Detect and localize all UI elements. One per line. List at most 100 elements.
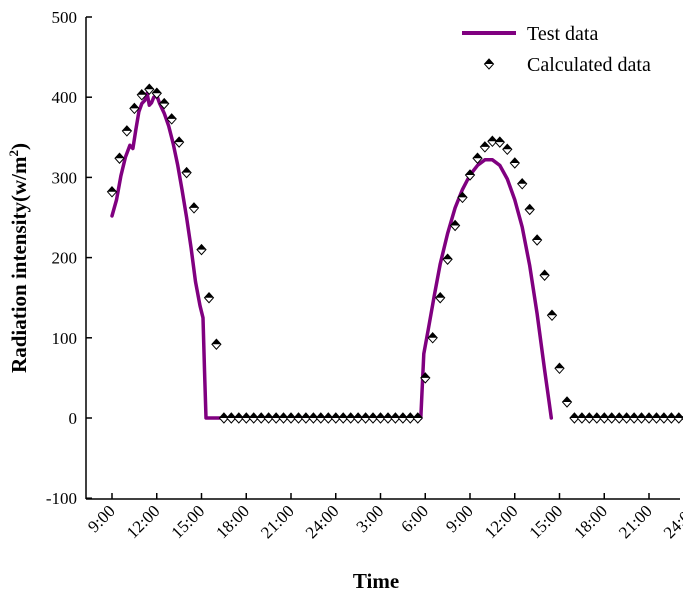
calculated-data-point [427,332,438,344]
calculated-data-point [606,412,617,424]
calculated-data-point [472,152,483,164]
calculated-data-point [382,412,394,424]
calculated-data-point [375,412,386,424]
calculated-data-point [166,113,177,125]
calculated-data-point [628,412,640,424]
calculated-data-point [218,412,230,424]
x-tick-label: 15:00 [168,501,209,542]
calculated-data-point [233,412,244,424]
y-axis-title-suffix: ) [7,143,31,150]
calculated-data-point [531,234,543,246]
x-tick-label: 18:00 [570,501,611,542]
test-data-line [110,91,554,420]
calculated-data-point [502,143,513,156]
y-tick-label: 200 [52,249,78,268]
y-axis-title-main: Radiation intensity(w/m [7,156,31,373]
calculated-data-point [173,136,185,148]
calculated-data-point [397,412,409,424]
calculated-data-point [539,269,550,281]
legend-label-test-data: Test data [527,23,598,45]
calculated-data-point [285,412,297,424]
calculated-data-point [330,412,341,424]
calculated-data-point [367,412,379,424]
calculated-data-point [181,166,192,179]
legend-label-calculated-data: Calculated data [527,54,651,76]
y-axis-title-superscript: 2 [6,150,21,157]
x-tick-label: 12:00 [481,501,522,542]
calculated-data-point [226,412,237,424]
calculated-data-point [457,191,468,204]
calculated-data-point [308,412,319,424]
calculated-data-point [106,186,118,198]
calculated-data-point [114,152,125,164]
calculated-data-point [241,412,252,424]
calculated-data-point [636,412,647,424]
x-tick-label: 24:00 [302,501,343,542]
y-tick-label: 300 [52,168,78,187]
y-tick-label: -100 [46,489,77,508]
calculated-data-point [196,243,207,256]
y-tick-label: 100 [52,329,78,348]
calculated-data-point [405,412,416,424]
calculated-data-point [621,412,632,424]
x-tick-label: 9:00 [84,501,119,536]
calculated-data-point [561,396,573,408]
calculated-data-point [666,412,677,424]
calculated-data-point [584,412,595,424]
calculated-data-point [263,412,274,424]
calculated-data-point [278,412,289,424]
calculated-data-point [315,412,326,424]
calculated-data-point [129,102,140,115]
calculated-data-point [136,89,147,101]
calculated-data-point [338,412,349,424]
y-tick-label: 400 [52,88,78,107]
calculated-data-point [494,136,505,148]
y-tick-label: 0 [69,409,78,428]
calculated-data-point [479,141,491,153]
calculated-data-series [106,83,683,424]
x-axis-title: Time [353,569,399,589]
calculated-data-point [546,309,558,322]
calculated-data-point [614,412,625,424]
calculated-data-point [449,219,461,232]
x-tick-label: 24:00 [660,501,683,542]
calculated-data-point [188,202,200,214]
calculated-data-point [390,412,401,424]
calculated-data-point [345,412,356,424]
x-axis-ticks: 9:00 12:00 15:00 18:00 21:00 24:00 3:00 6:00 9:0… [84,493,683,542]
test-data-series [110,91,554,420]
calculated-data-point [412,412,423,424]
calculated-data-point [576,412,588,424]
calculated-data-point [658,412,670,424]
calculated-data-point [360,412,371,424]
calculated-data-point [256,412,267,424]
calculated-data-point [300,412,312,424]
calculated-data-point [151,87,162,99]
calculated-data-point [651,412,662,424]
calculated-data-point [643,412,655,424]
calculated-data-point [144,83,155,95]
calculated-data-point [599,412,610,424]
calculated-data-point [591,412,602,424]
y-axis-title: Radiation intensity(w/m2) [6,143,31,373]
x-tick-label: 21:00 [257,501,298,542]
calculated-data-point [420,372,431,384]
y-axis-ticks: -100 0 100 200 300 400 500 [46,8,92,508]
calculated-data-point [159,97,170,110]
calculated-data-point [248,412,259,424]
calculated-data-point [569,412,580,424]
calculated-data-point [203,291,215,304]
calculated-data-point [517,178,528,190]
calculated-data-point [464,169,476,181]
calculated-data-point [435,291,446,304]
calculated-data-point [270,412,282,424]
x-tick-label: 9:00 [442,501,477,536]
calculated-data-point [554,362,565,375]
x-tick-label: 18:00 [212,501,253,542]
x-tick-label: 15:00 [526,501,567,542]
calculated-data-point [352,412,364,424]
calculated-data-point [442,253,453,265]
legend-marker-swatch [483,58,495,70]
legend: Test data Calculated data [462,23,651,76]
calculated-data-point [487,135,498,148]
